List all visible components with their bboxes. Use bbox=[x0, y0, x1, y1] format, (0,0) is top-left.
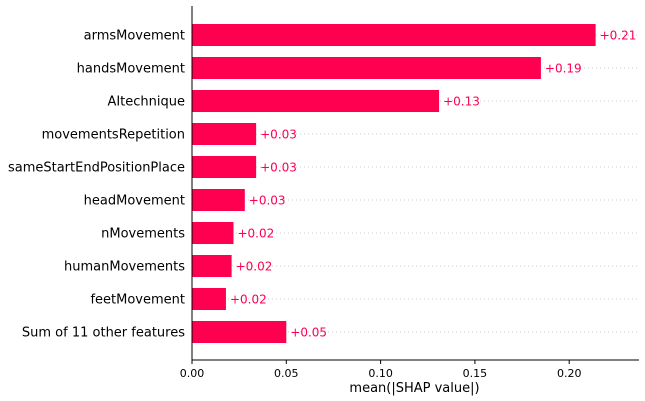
bar-sum-of-11-other-features bbox=[192, 321, 287, 343]
x-axis-title: mean(|SHAP value|) bbox=[349, 381, 479, 396]
row-guide-lines bbox=[192, 34, 639, 333]
data-label: +0.03 bbox=[249, 194, 286, 208]
data-label: +0.02 bbox=[237, 227, 274, 241]
feature-label: AItechnique bbox=[107, 95, 185, 110]
bars bbox=[192, 24, 596, 343]
x-ticks: 0.00 0.05 0.10 0.15 0.20 bbox=[180, 360, 582, 380]
bar-headmovement bbox=[192, 189, 245, 211]
feature-label: headMovement bbox=[84, 194, 185, 209]
x-tick-label: 0.05 bbox=[274, 367, 299, 380]
bar-handsmovement bbox=[192, 57, 541, 79]
bar-samestartendpositionplace bbox=[192, 156, 257, 178]
data-label: +0.21 bbox=[600, 29, 637, 43]
bar-aitechnique bbox=[192, 90, 440, 112]
feature-label: humanMovements bbox=[64, 260, 185, 275]
x-tick-label: 0.20 bbox=[557, 367, 582, 380]
data-label: +0.13 bbox=[443, 95, 480, 109]
x-tick-label: 0.00 bbox=[180, 367, 205, 380]
data-label: +0.03 bbox=[260, 128, 297, 142]
feature-label: feetMovement bbox=[90, 293, 185, 308]
data-label: +0.03 bbox=[260, 161, 297, 175]
value-labels: +0.21 +0.19 +0.13 +0.03 +0.03 +0.03 +0.02 +0.02… bbox=[230, 29, 636, 340]
feature-label: handsMovement bbox=[77, 62, 185, 77]
bar-nmovements bbox=[192, 222, 234, 244]
x-tick-label: 0.10 bbox=[368, 367, 393, 380]
feature-labels: armsMovement handsMovement AItechnique move… bbox=[8, 29, 185, 341]
data-label: +0.05 bbox=[290, 326, 327, 340]
feature-label: armsMovement bbox=[84, 29, 185, 44]
bar-armsmovement bbox=[192, 24, 596, 46]
feature-label: nMovements bbox=[101, 227, 185, 242]
feature-label: movementsRepetition bbox=[42, 128, 185, 143]
data-label: +0.02 bbox=[236, 260, 273, 274]
data-label: +0.19 bbox=[545, 62, 582, 76]
x-tick-label: 0.15 bbox=[463, 367, 488, 380]
bar-movementsrepetition bbox=[192, 123, 257, 145]
feature-label: Sum of 11 other features bbox=[22, 326, 185, 341]
bar-feetmovement bbox=[192, 288, 226, 310]
bar-humanmovements bbox=[192, 255, 232, 277]
feature-label: sameStartEndPositionPlace bbox=[8, 161, 185, 176]
data-label: +0.02 bbox=[230, 293, 267, 307]
